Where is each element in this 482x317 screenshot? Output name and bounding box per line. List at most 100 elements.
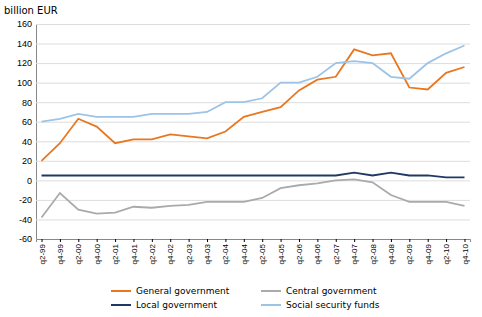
x-tick-label: q2-03	[185, 243, 194, 264]
grid-line	[36, 180, 470, 181]
x-tick: q4-07	[350, 239, 359, 264]
x-tick: q2-02	[148, 239, 157, 264]
x-tick-label: q4-02	[166, 243, 175, 264]
x-tick: q2-05	[258, 239, 267, 264]
plot: -60-40-20020406080100120140160q2-99q4-99…	[17, 19, 471, 264]
grid-line	[36, 83, 470, 84]
tick-mark	[42, 239, 43, 242]
x-tick: q4-05	[277, 239, 286, 264]
y-tick: 120	[17, 58, 470, 68]
x-tick-label: q2-05	[258, 243, 267, 264]
y-tick: -40	[19, 215, 470, 225]
series-line	[42, 49, 465, 160]
x-tick: q2-08	[369, 239, 378, 264]
tick-mark	[60, 239, 61, 242]
legend-label: Social security funds	[286, 300, 380, 310]
x-axis: q2-99 q4-99 q2-00 q4-00 q2-01 q4-01 q2-02 q4-02…	[37, 239, 471, 264]
x-tick: q2-03	[185, 239, 194, 264]
grid-line	[36, 122, 470, 123]
y-tick-label: 160	[17, 19, 32, 29]
y-axis-line	[37, 25, 471, 240]
tick-mark	[152, 239, 153, 242]
x-tick-label: q2-04	[221, 243, 230, 264]
tick-mark	[97, 239, 98, 242]
x-tick-label: q4-99	[56, 243, 65, 264]
y-tick-label: 40	[22, 137, 32, 147]
legend-swatch	[261, 290, 281, 292]
tick-mark	[244, 239, 245, 242]
y-axis-title: billion EUR	[4, 5, 58, 16]
x-tick-label: q4-00	[93, 243, 102, 264]
x-tick-label: q2-09	[405, 243, 414, 264]
y-tick-label: 120	[17, 58, 32, 68]
x-tick: q4-08	[387, 239, 396, 264]
x-tick: q4-09	[424, 239, 433, 264]
tick-mark	[317, 239, 318, 242]
grid-line	[36, 219, 470, 220]
grid-line	[36, 63, 470, 64]
x-tick: q4-02	[166, 239, 175, 264]
x-tick: q2-07	[332, 239, 341, 264]
x-tick-label: q2-01	[111, 243, 120, 264]
x-tick: q4-04	[240, 239, 249, 264]
x-tick-label: q4-04	[240, 243, 249, 264]
x-axis-line	[37, 240, 471, 243]
x-tick-label: q4-03	[203, 243, 212, 264]
x-tick-label: q4-01	[130, 243, 139, 264]
x-tick-label: q4-05	[277, 243, 286, 264]
x-tick-label: q2-06	[295, 243, 304, 264]
x-tick-label: q2-00	[74, 243, 83, 264]
legend: General government Central government Loca…	[111, 286, 380, 310]
legend-item: Local government	[111, 300, 218, 310]
tick-mark	[115, 239, 116, 242]
legend-label: General government	[136, 286, 230, 296]
y-tick: 0	[27, 176, 470, 186]
legend-item: General government	[111, 286, 230, 296]
chart: -60-40-20020406080100120140160q2-99q4-99…	[0, 0, 482, 317]
x-tick-label: q2-02	[148, 243, 157, 264]
x-tick: q2-01	[111, 239, 120, 264]
series-line	[42, 179, 465, 217]
y-tick-label: 60	[22, 117, 32, 127]
x-tick: q2-00	[74, 239, 83, 264]
tick-mark	[281, 239, 282, 242]
tick-mark	[391, 239, 392, 242]
tick-mark	[262, 239, 263, 242]
grid-line	[36, 24, 470, 25]
y-tick: 140	[17, 39, 470, 49]
x-tick-label: q2-08	[369, 243, 378, 264]
tick-mark	[354, 239, 355, 242]
x-tick-label: q4-08	[387, 243, 396, 264]
y-tick-label: -40	[19, 215, 32, 225]
legend-swatch	[111, 304, 131, 306]
y-tick-label: 0	[27, 176, 32, 186]
series-line	[42, 173, 465, 178]
x-tick: q2-99	[38, 239, 47, 264]
grid-line	[36, 44, 470, 45]
x-tick: q4-03	[203, 239, 212, 264]
series-line	[42, 46, 465, 122]
y-tick-label: 80	[22, 98, 32, 108]
tick-mark	[225, 239, 226, 242]
tick-mark	[336, 239, 337, 242]
tick-mark	[299, 239, 300, 242]
tick-mark	[446, 239, 447, 242]
x-tick: q4-10	[461, 239, 470, 264]
legend-label: Central government	[286, 286, 377, 296]
x-tick: q4-99	[56, 239, 65, 264]
x-tick-label: q4-10	[461, 243, 470, 264]
y-tick: 160	[17, 19, 470, 29]
y-tick: 100	[17, 78, 470, 88]
x-tick: q2-04	[221, 239, 230, 264]
y-tick-label: -20	[19, 195, 32, 205]
y-tick-label: -60	[19, 234, 32, 244]
x-tick-label: q4-07	[350, 243, 359, 264]
y-tick-label: 140	[17, 39, 32, 49]
grid-line	[36, 102, 470, 103]
tick-mark	[207, 239, 208, 242]
x-tick: q2-10	[442, 239, 451, 264]
legend-item: Social security funds	[261, 300, 380, 310]
grid-line	[36, 161, 470, 162]
legend-swatch	[111, 290, 131, 292]
x-tick-label: q2-99	[38, 243, 47, 264]
